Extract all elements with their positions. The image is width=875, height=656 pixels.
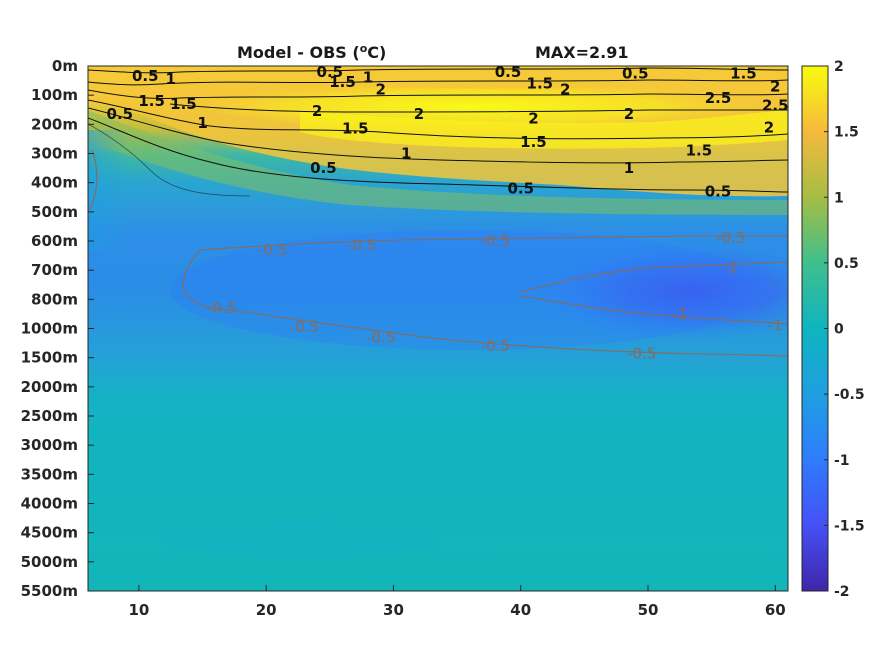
colorbar-tick-label: -1.5 — [834, 518, 865, 534]
x-tick-label: 40 — [510, 601, 531, 619]
contour-label-positive: 0.5 — [495, 63, 522, 81]
colorbar-tick-label: 0.5 — [834, 256, 859, 272]
contour-label-negative: -0.5 — [627, 344, 656, 362]
contour-label-positive: 0.5 — [705, 182, 732, 200]
contour-label-positive: 1.5 — [686, 142, 713, 160]
contour-label-positive: 1.5 — [520, 133, 547, 151]
contour-label-positive: 2 — [560, 80, 570, 98]
svg-text:Model - OBS (oC): Model - OBS (oC) — [237, 42, 386, 62]
contour-label-negative: -1 — [672, 305, 687, 323]
contour-label-positive: 0.5 — [317, 63, 344, 81]
y-tick-label: 100m — [31, 86, 78, 104]
contour-label-negative: -0.5 — [366, 328, 395, 346]
contour-label-positive: 2 — [624, 105, 634, 123]
colorbar-fill — [801, 65, 829, 592]
colorbar-ticks: 2 1.5 1 0.5 0 -0.5 -1 -1.5 -2 — [824, 59, 865, 600]
contour-label-negative: -0.5 — [207, 299, 236, 317]
x-tick-label: 20 — [256, 601, 277, 619]
y-tick-label: 0m — [52, 57, 78, 75]
max-label: MAX=2.91 — [535, 43, 629, 62]
y-tick-label: 3000m — [21, 436, 78, 454]
y-tick-label: 5000m — [21, 553, 78, 571]
y-tick-label: 1500m — [21, 349, 78, 367]
x-tick-label: 50 — [638, 601, 659, 619]
colorbar-tick-label: -1 — [834, 453, 850, 469]
contour-label-positive: 1.5 — [730, 64, 757, 82]
y-tick-label: 1000m — [21, 320, 78, 338]
colorbar: 2 1.5 1 0.5 0 -0.5 -1 -1.5 -2 — [801, 59, 865, 600]
contour-label-negative: -0.5 — [290, 318, 319, 336]
contour-label-positive: 2 — [528, 110, 538, 128]
contour-label-positive: 0.5 — [132, 67, 159, 85]
contour-label-positive: 2 — [414, 105, 424, 123]
contour-label-positive: 1 — [401, 145, 411, 163]
contour-label-positive: 1.5 — [170, 95, 197, 113]
contour-label-negative: -1 — [723, 258, 738, 276]
contour-label-positive: 1.5 — [342, 120, 369, 138]
contour-label-positive: 1.5 — [527, 75, 554, 93]
y-tick-label: 2000m — [21, 378, 78, 396]
contour-label-negative: -0.5 — [347, 236, 376, 254]
colorbar-tick-label: -2 — [834, 584, 850, 600]
contour-lines — [88, 67, 788, 357]
contour-label-positive: 1.5 — [329, 73, 356, 91]
contour-label-positive: 0.5 — [107, 105, 134, 123]
contour-label-positive: 2.5 — [762, 96, 789, 114]
chart-title: Model - OBS (oC) MAX=2.91 — [237, 42, 629, 62]
y-tick-label: 700m — [31, 261, 78, 279]
title-unit-end: C) — [367, 43, 386, 62]
contour-label-positive: 2.5 — [705, 89, 732, 107]
x-tick-label: 60 — [765, 601, 786, 619]
y-tick-label: 2500m — [21, 407, 78, 425]
contour-label-positive: 2 — [312, 102, 322, 120]
colorbar-tick-label: 0 — [834, 322, 844, 338]
y-tick-label: 800m — [31, 290, 78, 308]
x-axis: 10 20 30 40 50 60 — [128, 585, 786, 619]
y-tick-label: 300m — [31, 145, 78, 163]
contour-label-positive: 0.5 — [507, 180, 534, 198]
colorbar-tick-label: 1.5 — [834, 125, 859, 141]
contour-label-positive: 0.5 — [310, 159, 337, 177]
colorbar-tick-label: 1 — [834, 190, 844, 206]
contour-label-positive: 2 — [770, 77, 780, 95]
y-tick-label: 4000m — [21, 495, 78, 513]
contour-label-negative: -0.5 — [481, 232, 510, 250]
contour-label-positive: 1 — [197, 114, 207, 132]
colorbar-tick-label: 2 — [834, 59, 844, 75]
contour-label-positive: 1 — [624, 159, 634, 177]
y-tick-label: 3500m — [21, 465, 78, 483]
y-tick-label: 600m — [31, 232, 78, 250]
y-tick-label: 5500m — [21, 582, 78, 600]
contour-label-negative: -0.5 — [716, 229, 745, 247]
y-tick-label: 400m — [31, 174, 78, 192]
contour-label-positive: 2 — [376, 80, 386, 98]
contour-label-positive: 1 — [166, 70, 176, 88]
title-text: Model - OBS ( — [237, 43, 360, 62]
y-tick-label: 200m — [31, 115, 78, 133]
contour-label-positive: 1.5 — [138, 92, 165, 110]
contour-label-negative: -1 — [768, 317, 783, 335]
heatmap-field — [88, 66, 788, 591]
x-tick-label: 30 — [383, 601, 404, 619]
title-unit-sup: o — [360, 42, 368, 55]
contour-label-positive: 1 — [363, 69, 373, 87]
y-axis: 0m 100m 200m 300m 400m 500m 600m 700m 800m 1000m 1… — [21, 57, 94, 600]
y-tick-label: 500m — [31, 203, 78, 221]
x-tick-label: 10 — [128, 601, 149, 619]
contour-label-negative: -0.5 — [258, 241, 287, 259]
contour-label-positive: 0.5 — [622, 64, 649, 82]
colorbar-tick-label: -0.5 — [834, 387, 865, 403]
contour-label-positive: 2 — [764, 118, 774, 136]
contour-label-negative: -0.5 — [481, 337, 510, 355]
y-tick-label: 4500m — [21, 524, 78, 542]
